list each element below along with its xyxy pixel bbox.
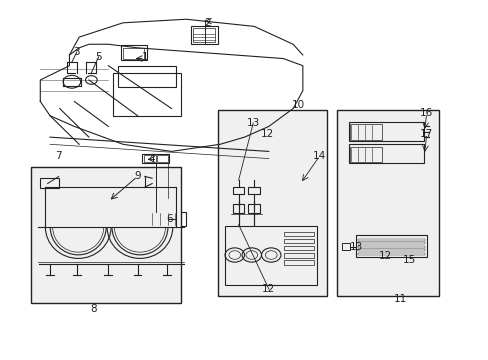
Text: 8: 8: [90, 303, 97, 314]
Bar: [143, 155, 156, 162]
Text: 12: 12: [260, 129, 273, 139]
Bar: [357, 242, 424, 244]
Bar: [217, 111, 326, 296]
Bar: [113, 73, 181, 116]
Bar: [336, 111, 438, 296]
Bar: [122, 48, 144, 59]
Bar: [356, 235, 426, 257]
Bar: [348, 144, 424, 163]
Text: 12: 12: [262, 284, 275, 294]
Text: 5: 5: [95, 52, 102, 62]
Bar: [348, 122, 424, 141]
Bar: [341, 243, 350, 249]
Text: 9: 9: [134, 171, 141, 181]
Bar: [40, 178, 59, 188]
Bar: [120, 45, 147, 60]
Text: 4: 4: [148, 154, 155, 164]
Bar: [357, 253, 424, 255]
Bar: [357, 246, 424, 248]
Bar: [142, 154, 169, 163]
Bar: [284, 246, 313, 250]
Bar: [232, 187, 244, 194]
Text: 14: 14: [313, 151, 326, 161]
Text: 12: 12: [378, 251, 391, 261]
Text: 16: 16: [419, 108, 432, 118]
Bar: [224, 226, 317, 285]
Text: 6: 6: [165, 214, 172, 224]
Text: 11: 11: [393, 294, 406, 303]
Bar: [284, 260, 313, 265]
Bar: [157, 155, 167, 162]
Bar: [248, 204, 260, 213]
Bar: [30, 167, 181, 303]
Bar: [350, 124, 381, 140]
Bar: [357, 239, 424, 241]
Text: 13: 13: [246, 118, 259, 128]
Bar: [350, 147, 381, 162]
Text: 10: 10: [291, 100, 304, 110]
Text: 1: 1: [141, 52, 148, 62]
Text: 15: 15: [403, 255, 416, 265]
Bar: [191, 26, 217, 44]
Bar: [149, 212, 186, 226]
Text: 2: 2: [204, 18, 211, 28]
Text: 17: 17: [419, 129, 432, 139]
Bar: [118, 66, 176, 87]
Text: 7: 7: [55, 151, 62, 161]
Bar: [357, 249, 424, 251]
Bar: [193, 28, 214, 42]
Text: 13: 13: [349, 242, 362, 252]
Bar: [232, 204, 244, 213]
Text: 3: 3: [73, 47, 80, 57]
Bar: [248, 187, 260, 194]
Bar: [284, 239, 313, 243]
Bar: [284, 232, 313, 236]
Bar: [284, 253, 313, 257]
